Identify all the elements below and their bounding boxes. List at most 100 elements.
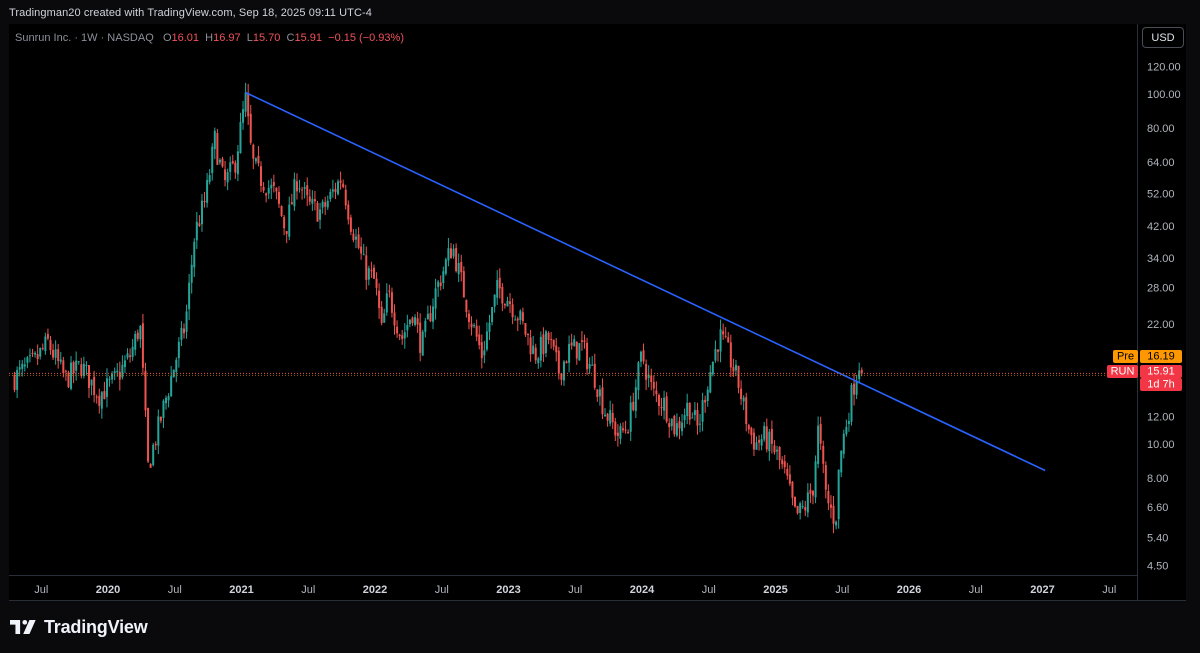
candle (860, 367, 863, 377)
candle (619, 423, 622, 445)
candle-body (275, 187, 278, 192)
candle-body (421, 331, 424, 356)
candle (452, 244, 455, 259)
price-tick-label: 4.50 (1147, 560, 1168, 572)
candle-body (491, 307, 494, 323)
candle-body (272, 182, 275, 186)
candle (498, 268, 501, 299)
candle-body (437, 281, 440, 288)
candle (108, 376, 111, 387)
candle (154, 441, 157, 451)
candle-body (432, 306, 435, 322)
candle-body (406, 324, 409, 331)
candle-body (847, 421, 850, 425)
candle-body (403, 332, 406, 339)
candle (616, 424, 619, 447)
price-tick-label: 80.00 (1147, 123, 1175, 135)
candle (372, 264, 375, 280)
candle (483, 340, 486, 364)
candle (804, 500, 807, 517)
candle-body (688, 402, 691, 420)
candle-body (580, 340, 583, 342)
candle-body (488, 322, 491, 332)
candle-body (224, 169, 227, 181)
candle (750, 426, 753, 445)
candle (629, 395, 632, 441)
candle (604, 408, 607, 418)
candle-body (85, 364, 88, 366)
candle (344, 184, 347, 210)
candle (206, 172, 209, 208)
candle-body (41, 347, 44, 349)
descending-trendline[interactable] (245, 91, 1046, 472)
candle (673, 414, 676, 437)
candle (663, 390, 666, 420)
candle (18, 360, 21, 377)
candle (509, 293, 512, 313)
candle-body (699, 423, 702, 425)
candle-body (639, 351, 642, 362)
candle-body (18, 367, 21, 370)
candle (272, 174, 275, 193)
candle-body (493, 294, 496, 307)
candle-body (113, 371, 116, 374)
candle (265, 192, 268, 203)
candle-body (229, 162, 232, 172)
time-tick-label: 2023 (496, 584, 520, 596)
candle (70, 356, 73, 391)
candle-body (560, 373, 563, 380)
candle-body (514, 319, 517, 321)
candle-body (265, 193, 268, 196)
candle-body (339, 180, 342, 183)
candle-body (714, 349, 717, 361)
candle (426, 305, 429, 320)
candle (321, 199, 324, 214)
candle (200, 194, 203, 232)
candle (162, 399, 165, 429)
candle-body (786, 468, 789, 476)
candle-body (827, 491, 830, 504)
price-axis: 4.50 5.40 6.60 8.00 10.00 12.00 22.00 28.00 34.0… (1147, 61, 1181, 572)
currency-button[interactable]: USD (1142, 27, 1184, 48)
candle-body (121, 364, 124, 378)
candle-body (835, 521, 838, 526)
candle (791, 481, 794, 506)
candle (460, 254, 463, 282)
candle (41, 343, 44, 351)
candle (275, 187, 278, 200)
candle (442, 266, 445, 290)
candle-body (475, 325, 478, 337)
candle-body (64, 370, 67, 372)
candle (285, 230, 288, 244)
candle-body (565, 361, 568, 364)
candle (185, 304, 188, 339)
candle (203, 192, 206, 208)
candle-body (773, 445, 776, 453)
price-tick-label: 22.00 (1147, 319, 1175, 331)
tradingview-brand[interactable]: TradingView (10, 615, 148, 639)
candle-body (578, 342, 581, 361)
candle-body (188, 282, 191, 310)
candle (157, 409, 160, 455)
candle-body (213, 130, 216, 150)
candle (147, 407, 150, 464)
candle (514, 315, 517, 321)
candle-body (190, 264, 193, 283)
candle (503, 303, 506, 309)
candle (632, 392, 635, 412)
candle-body (98, 395, 101, 406)
candle (139, 325, 142, 348)
candle-body (673, 415, 676, 435)
candle-body (804, 506, 807, 511)
candle (765, 418, 768, 453)
candle-body (822, 445, 825, 464)
candle (180, 321, 183, 347)
candle-body (716, 349, 719, 352)
candle (444, 257, 447, 276)
candle (550, 332, 553, 349)
symbol-name: Sunrun Inc. · 1W · NASDAQ (15, 32, 154, 44)
candle-body (139, 325, 142, 340)
candle (403, 323, 406, 349)
